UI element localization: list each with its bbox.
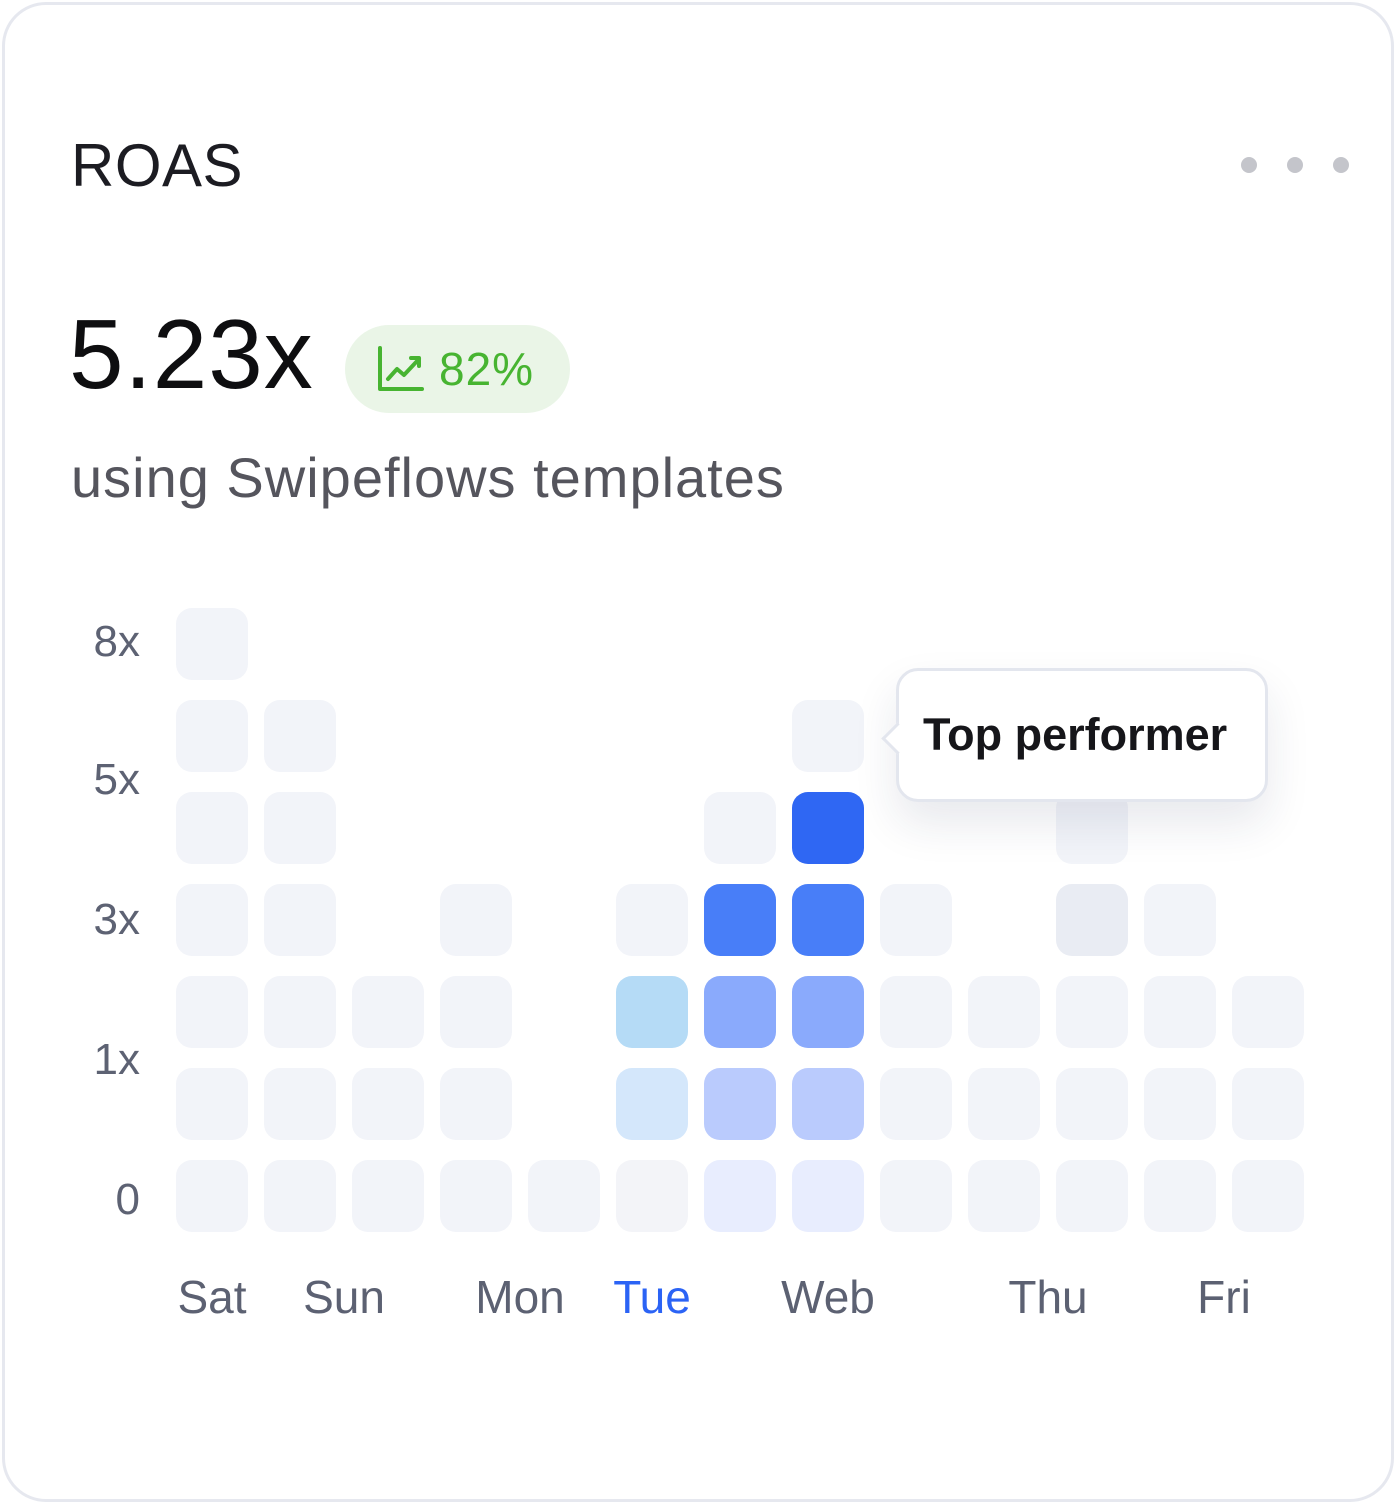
card-title: ROAS bbox=[71, 132, 244, 199]
heatmap-cell bbox=[264, 884, 336, 956]
heatmap-cell bbox=[176, 1160, 248, 1232]
x-axis-label: Tue bbox=[613, 1271, 691, 1323]
heatmap-cell bbox=[176, 1068, 248, 1140]
x-axis-label: Mon bbox=[475, 1271, 565, 1323]
heatmap-cell bbox=[1056, 1068, 1128, 1140]
top-performer-tooltip: Top performer bbox=[881, 668, 1268, 802]
more-horizontal-icon-dot bbox=[1333, 157, 1349, 173]
heatmap-cell bbox=[1056, 1160, 1128, 1232]
heatmap-cell bbox=[704, 1160, 776, 1232]
heatmap-cell bbox=[352, 976, 424, 1048]
y-tick-label: 3x bbox=[93, 895, 140, 944]
heatmap-cell bbox=[264, 1160, 336, 1232]
heatmap-cell bbox=[792, 700, 864, 772]
heatmap-cell bbox=[264, 1068, 336, 1140]
heatmap-cell bbox=[440, 1160, 512, 1232]
heatmap-cell bbox=[440, 976, 512, 1048]
y-tick-label: 5x bbox=[93, 755, 140, 804]
x-axis-label: Web bbox=[781, 1271, 875, 1323]
x-axis-label: Fri bbox=[1197, 1271, 1251, 1323]
heatmap-cell bbox=[880, 1160, 952, 1232]
more-horizontal-icon-dot bbox=[1287, 157, 1303, 173]
heatmap-cell bbox=[880, 884, 952, 956]
trending-up-icon bbox=[378, 346, 424, 391]
heatmap-cell bbox=[616, 976, 688, 1048]
heatmap-cell bbox=[880, 1068, 952, 1140]
heatmap-cell bbox=[1056, 976, 1128, 1048]
heatmap-cell bbox=[352, 1068, 424, 1140]
heatmap-cell bbox=[616, 1068, 688, 1140]
heatmap-cell bbox=[792, 1068, 864, 1140]
heatmap-cell bbox=[176, 884, 248, 956]
heatmap-cell bbox=[1232, 976, 1304, 1048]
heatmap-cell bbox=[968, 976, 1040, 1048]
y-tick-label: 0 bbox=[115, 1175, 140, 1224]
change-badge: 82% bbox=[345, 325, 571, 413]
heatmap-cell bbox=[176, 700, 248, 772]
heatmap-cell bbox=[968, 1160, 1040, 1232]
heatmap-cell bbox=[704, 1068, 776, 1140]
x-axis-label: Thu bbox=[1008, 1271, 1088, 1323]
heatmap-cell bbox=[176, 792, 248, 864]
heatmap-cell bbox=[440, 884, 512, 956]
heatmap-cell bbox=[176, 976, 248, 1048]
x-axis-label: Sat bbox=[177, 1271, 247, 1323]
heatmap-cell bbox=[704, 976, 776, 1048]
heatmap-cell bbox=[968, 1068, 1040, 1140]
more-horizontal-icon-dot bbox=[1241, 157, 1257, 173]
heatmap-cell bbox=[616, 1160, 688, 1232]
heatmap-cell bbox=[264, 700, 336, 772]
heatmap-cell bbox=[792, 884, 864, 956]
roas-value: 5.23x bbox=[69, 299, 314, 409]
heatmap-cell bbox=[792, 792, 864, 864]
heatmap-cell bbox=[1144, 884, 1216, 956]
y-tick-label: 8x bbox=[93, 617, 140, 666]
change-percent: 82% bbox=[439, 343, 535, 395]
heatmap-cell bbox=[1144, 1068, 1216, 1140]
heatmap-cell bbox=[264, 976, 336, 1048]
heatmap-cell bbox=[1232, 1160, 1304, 1232]
heatmap-cell bbox=[1232, 1068, 1304, 1140]
heatmap-cell bbox=[1144, 976, 1216, 1048]
heatmap-cell bbox=[528, 1160, 600, 1232]
heatmap-cell bbox=[792, 976, 864, 1048]
heatmap-cell bbox=[616, 884, 688, 956]
y-tick-label: 1x bbox=[93, 1035, 140, 1084]
tooltip-text: Top performer bbox=[923, 709, 1228, 760]
heatmap-cell bbox=[440, 1068, 512, 1140]
heatmap-cell bbox=[1056, 884, 1128, 956]
heatmap-cell bbox=[880, 976, 952, 1048]
heatmap-cell bbox=[704, 884, 776, 956]
heatmap-cell bbox=[352, 1160, 424, 1232]
heatmap-cell bbox=[264, 792, 336, 864]
heatmap-cell bbox=[704, 792, 776, 864]
x-axis-label: Sun bbox=[303, 1271, 385, 1323]
heatmap-cell bbox=[1144, 1160, 1216, 1232]
heatmap-cell bbox=[792, 1160, 864, 1232]
heatmap-cell bbox=[1056, 792, 1128, 864]
heatmap-cell bbox=[176, 608, 248, 680]
card-subtitle: using Swipeflows templates bbox=[71, 446, 785, 509]
more-options-button[interactable] bbox=[1235, 147, 1355, 183]
